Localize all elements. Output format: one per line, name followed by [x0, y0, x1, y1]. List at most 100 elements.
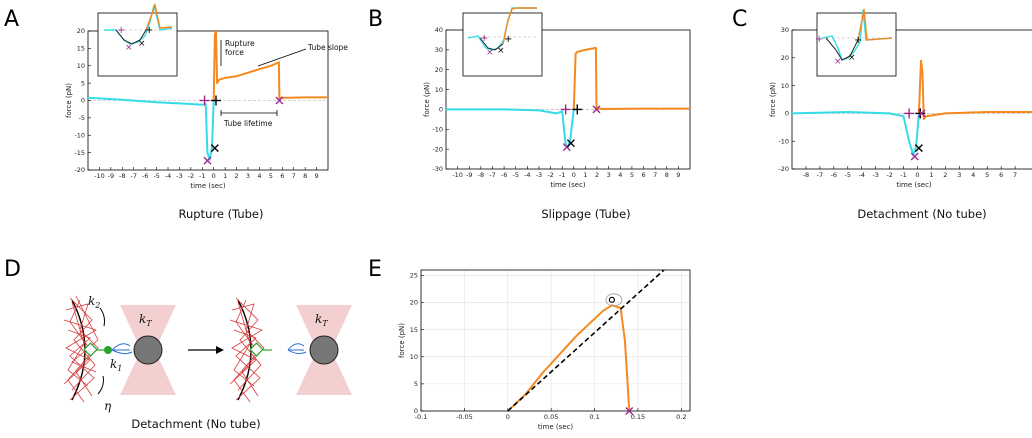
- chart-b-series-0: [446, 108, 575, 149]
- chart-b-series-1: [572, 46, 690, 110]
- chart-b-ytick-label: -30: [432, 165, 443, 173]
- chart-a-ylabel: force (pN): [65, 83, 73, 118]
- chart-a-xtick-label: 4: [257, 172, 261, 180]
- chart-b-xtick-label: 7: [653, 171, 657, 179]
- annotation-rupture-force-1: Rupture: [225, 39, 255, 48]
- chart-a-marker-cross-b: [275, 96, 284, 105]
- chart-a-marker-cross: [210, 144, 219, 153]
- chart-a-marker-plus: [211, 95, 221, 106]
- chart-a-xtick-label: -3: [176, 172, 182, 180]
- spring-node: [104, 346, 112, 354]
- chart-e-marker-halo: [605, 293, 623, 307]
- chart-a: -10 -9 -8 -7 -6 -5 -4 -3 -2 -1 0 1 2 3 4 5 6 7 8 9-20-15-10…: [65, 27, 329, 190]
- chart-b-marker-plus: [560, 104, 571, 115]
- chart-b-marker-cross-b: [592, 105, 601, 114]
- chart-b-xtick-label: -5: [512, 171, 518, 179]
- chart-c-xtick-label: -8: [803, 171, 809, 179]
- chart-b-xtick-label: -7: [489, 171, 495, 179]
- chart-b-ytick-label: -10: [432, 125, 443, 133]
- chart-e-marker-cross-b: [625, 407, 634, 415]
- bead-right: [309, 335, 339, 365]
- chart-b-ytick-label: 20: [435, 66, 443, 74]
- chart-b-xtick-label: 3: [607, 171, 611, 179]
- chart-c-ytick-label: 20: [781, 54, 789, 62]
- chart-b-xtick-label: -3: [536, 171, 542, 179]
- chart-c-xtick-label: 3: [957, 171, 961, 179]
- chart-b-xtick-label: 2: [595, 171, 599, 179]
- chart-c-xtick-label: 2: [943, 171, 947, 179]
- chart-b-xtick-label: -10: [452, 171, 463, 179]
- chart-c-frame: [791, 29, 1032, 170]
- eta-arrow: [97, 375, 104, 395]
- chart-b-xtick-label: -2: [547, 171, 553, 179]
- chart-c-series-0: [792, 111, 920, 157]
- chart-a-xtick-label: -1: [199, 172, 205, 180]
- chart-a-ytick-label: 0: [81, 97, 85, 105]
- panel-letter-d: D: [4, 257, 21, 282]
- svg-text:×: ×: [497, 46, 505, 56]
- chart-a-series-1: [212, 31, 328, 101]
- chart-e-ytick-label: 15: [410, 326, 418, 334]
- caption-b: Slippage (Tube): [541, 207, 630, 221]
- chart-a-marker-cross: [203, 156, 212, 165]
- chart-b-ytick-label: 40: [435, 26, 443, 34]
- chart-b-ytick-label: 10: [435, 86, 443, 94]
- chart-a-xtick-label: -7: [130, 172, 136, 180]
- chart-b-xtick-label: -6: [501, 171, 507, 179]
- chart-b-marker-cross: [566, 139, 575, 148]
- chart-a-xtick-label: 1: [223, 172, 227, 180]
- chart-c-xtick-label: -2: [886, 171, 892, 179]
- linker-left: [111, 343, 133, 355]
- chart-c-xtick-label: 7: [1013, 171, 1017, 179]
- chart-b-ylabel: force (pN): [423, 82, 431, 117]
- chart-e-ytick-label: 0: [414, 407, 418, 415]
- chart-b-ytick-label: 30: [435, 46, 443, 54]
- chart-e-frame: [420, 269, 691, 412]
- label-k1: k1: [110, 357, 122, 373]
- chart-a-xtick-label: 6: [280, 172, 284, 180]
- label-k2: k2: [88, 294, 100, 310]
- caption-a: Rupture (Tube): [179, 207, 264, 221]
- chart-b-xtick-label: -1: [559, 171, 565, 179]
- chart-e-fit-line: [507, 270, 665, 411]
- chart-e-xtick-label: 0: [506, 413, 510, 421]
- chart-e-marker-cross: [625, 407, 634, 415]
- chart-e-xtick-label: 0.05: [544, 413, 558, 421]
- chart-c-marker-cross: [910, 152, 919, 161]
- chart-a-xtick-label: 3: [246, 172, 250, 180]
- chart-a-ytick-label: 5: [81, 79, 85, 87]
- chart-a-xlabel: time (sec): [190, 182, 226, 190]
- chart-c: -8 -7 -6 -5 -4 -3 -2 -1 0 1 2 3 4 5 6 7-20-100102030tim…: [769, 26, 1032, 189]
- chart-e-ytick-label: 10: [410, 353, 418, 361]
- chart-e-xlabel: time (sec): [538, 423, 574, 431]
- svg-text:+: +: [854, 35, 862, 46]
- chart-e-series-0: [507, 304, 631, 411]
- label-kT-right: kT: [315, 312, 328, 328]
- chart-b-marker-plus: [572, 104, 583, 115]
- chart-a-marker-plus: [199, 95, 210, 106]
- chart-c-ytick-label: 0: [785, 110, 789, 118]
- svg-text:+: +: [480, 33, 488, 44]
- chart-c-ylabel: force (pN): [769, 82, 777, 117]
- annotation-rupture-force-2: force: [225, 48, 244, 57]
- chart-c-marker-cross-b: [917, 109, 926, 118]
- chart-e-ytick-label: 5: [414, 380, 418, 388]
- chart-a-xtick-label: 7: [292, 172, 296, 180]
- chart-a-xtick-label: -6: [142, 172, 148, 180]
- chart-a-xtick-label: -9: [108, 172, 114, 180]
- anchor-node-right: [249, 342, 264, 357]
- chart-e-xtick-label: -0.1: [415, 413, 428, 421]
- chart-b-ytick-label: -20: [432, 145, 443, 153]
- chart-e-ytick-label: 25: [410, 272, 418, 280]
- tube-slope-pointer: [257, 48, 307, 67]
- k2-arrow: [99, 307, 105, 327]
- svg-text:×: ×: [138, 39, 146, 49]
- chart-c-xlabel: time (sec): [896, 181, 932, 189]
- chart-b-xtick-label: 9: [676, 171, 680, 179]
- chart-c-ytick-label: 10: [781, 82, 789, 90]
- chart-c-ytick-label: -10: [778, 137, 789, 145]
- svg-text:+: +: [504, 34, 512, 45]
- chart-a-xtick-label: -2: [188, 172, 194, 180]
- chart-c-marker-plus: [915, 108, 926, 119]
- label-eta: η: [104, 399, 112, 413]
